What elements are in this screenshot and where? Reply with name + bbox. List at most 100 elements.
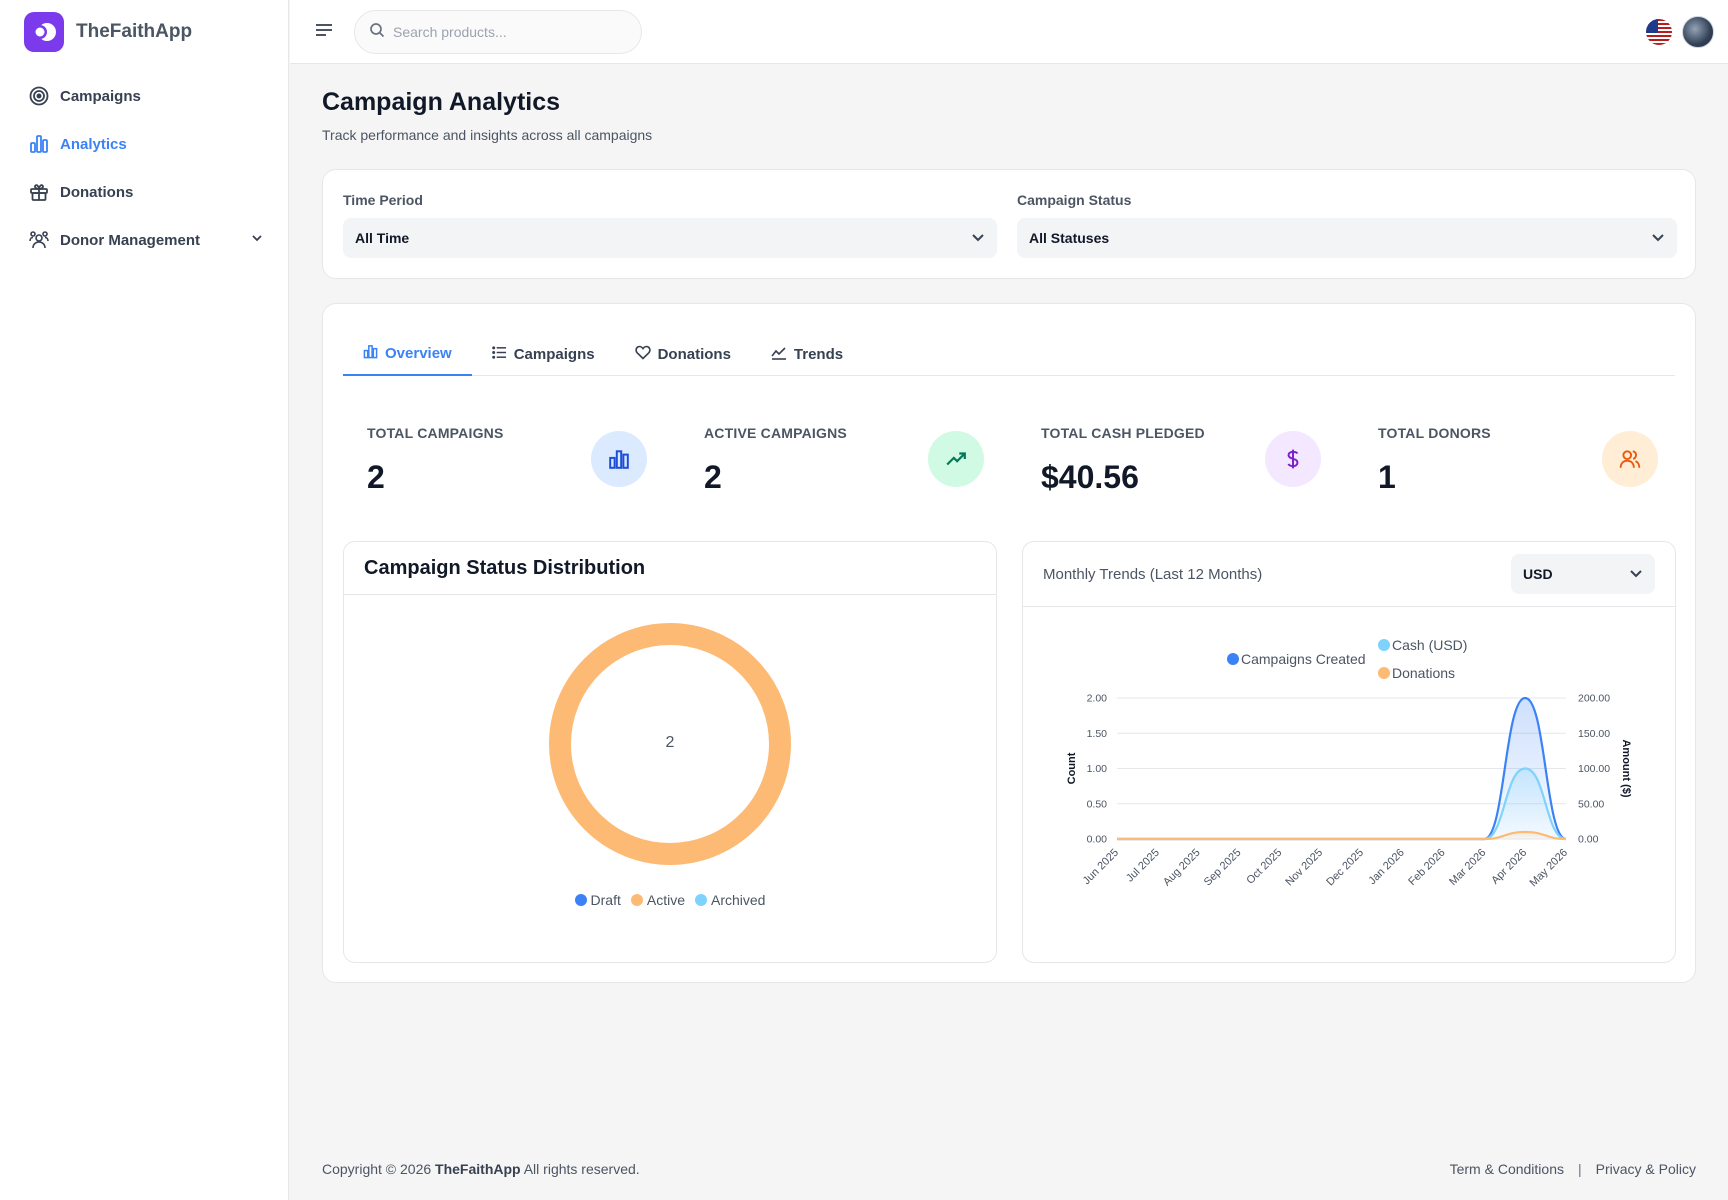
stat-value: $40.56 (1041, 459, 1139, 495)
legend-swatch (1378, 667, 1390, 679)
brand[interactable]: TheFaithApp (24, 12, 192, 52)
y-tick-label: 1.50 (1087, 728, 1108, 740)
y-right-tick-label: 150.00 (1578, 728, 1610, 740)
y-right-tick-label: 0.00 (1578, 834, 1599, 846)
tab-campaigns[interactable]: Campaigns (472, 332, 615, 376)
legend-item-active[interactable]: Active (630, 892, 685, 908)
legend-swatch (630, 894, 643, 906)
sidebar-item-label: Donor Management (60, 231, 201, 249)
tab-overview[interactable]: Overview (343, 332, 472, 376)
gift-icon (28, 181, 50, 203)
panel-title: Campaign Status Distribution (344, 542, 996, 595)
trends-panel-head: Monthly Trends (Last 12 Months) USD (1023, 542, 1675, 607)
status-distribution-panel: Campaign Status Distribution 2 Draft Acti… (343, 541, 997, 963)
bar-chart-icon (28, 133, 50, 155)
x-tick-label: Dec 2025 (1324, 847, 1366, 889)
privacy-link[interactable]: Privacy & Policy (1595, 1161, 1696, 1177)
donut-legend: Draft Active Archived (344, 892, 996, 908)
trending-up-icon (928, 431, 984, 487)
x-tick-label: Jun 2025 (1081, 847, 1121, 887)
campaign-status-filter: Campaign Status All Statuses (1017, 192, 1677, 258)
time-period-select[interactable]: All Time (343, 218, 997, 258)
sidebar-nav: Campaigns Analytics Donations Donor Mana… (28, 72, 264, 264)
campaign-status-select[interactable]: All Statuses (1017, 218, 1677, 258)
filters-card: Time Period All Time Campaign Status All… (322, 169, 1696, 279)
x-tick-label: Jan 2026 (1366, 847, 1406, 887)
dollar-icon (1265, 431, 1321, 487)
legend-label: Draft (590, 892, 621, 908)
y-tick-label: 2.00 (1087, 693, 1108, 705)
tab-donations[interactable]: Donations (615, 332, 751, 376)
stat-active-campaigns: ACTIVE CAMPAIGNS 2 (704, 419, 984, 499)
x-tick-label: Feb 2026 (1406, 847, 1447, 888)
app-logo-icon (24, 12, 64, 52)
sidebar-item-campaigns[interactable]: Campaigns (28, 72, 264, 120)
list-icon (491, 345, 507, 364)
legend-item-archived[interactable]: Archived (695, 892, 765, 908)
users-icon (1602, 431, 1658, 487)
copyright-suffix: All rights reserved. (523, 1161, 640, 1177)
time-period-value: All Time (355, 230, 410, 246)
chevron-down-icon (250, 231, 264, 249)
series-line[interactable] (1116, 830, 1567, 841)
sidebar-item-analytics[interactable]: Analytics (28, 120, 264, 168)
monthly-trends-panel: Monthly Trends (Last 12 Months) USD 0.00… (1022, 541, 1676, 963)
currency-select[interactable]: USD (1511, 554, 1655, 594)
legend-label: Active (646, 892, 685, 908)
monthly-trends-chart: 0.00 0.50 1.00 1.50 2.00 0.00 50.00 100.00 150.0… (1066, 637, 1632, 889)
legend-item[interactable]: Cash (USD) (1378, 637, 1467, 653)
target-icon (28, 85, 50, 107)
avatar[interactable] (1682, 16, 1714, 48)
menu-icon[interactable] (314, 20, 336, 42)
sidebar-item-donations[interactable]: Donations (28, 168, 264, 216)
stat-label: TOTAL DONORS (1378, 425, 1491, 441)
legend-swatch (695, 894, 707, 906)
stat-total-cash-pledged: TOTAL CASH PLEDGED $40.56 (1041, 419, 1321, 499)
y-tick-label: 0.50 (1087, 798, 1108, 810)
sidebar-item-label: Analytics (60, 135, 127, 153)
bar-chart-icon (363, 344, 378, 363)
y-tick-label: 0.00 (1087, 834, 1108, 846)
campaign-status-label: Campaign Status (1017, 192, 1132, 208)
panel-title: Monthly Trends (Last 12 Months) (1043, 565, 1263, 583)
sidebar-item-donor-management[interactable]: Donor Management (28, 216, 264, 264)
donut-slice-active[interactable] (549, 623, 791, 865)
footer-copyright: Copyright © 2026 TheFaithApp All rights … (322, 1161, 640, 1177)
legend-label: Campaigns Created (1241, 651, 1366, 667)
heart-icon (634, 345, 651, 364)
legend-item-draft[interactable]: Draft (574, 892, 621, 908)
page-title: Campaign Analytics (322, 88, 561, 116)
copyright-prefix: Copyright © 2026 (322, 1161, 432, 1177)
tab-label: Donations (657, 345, 731, 363)
stat-label: TOTAL CASH PLEDGED (1041, 425, 1205, 441)
time-period-label: Time Period (343, 192, 423, 208)
legend-swatch (1227, 653, 1239, 665)
y-right-tick-label: 100.00 (1578, 763, 1610, 775)
tab-label: Campaigns (513, 345, 595, 363)
y-right-axis-title: Amount ($) (1620, 739, 1632, 797)
legend-item[interactable]: Donations (1378, 665, 1455, 681)
search-input[interactable] (393, 24, 613, 40)
topbar (290, 0, 1728, 64)
stat-label: ACTIVE CAMPAIGNS (704, 425, 847, 441)
tab-trends[interactable]: Trends (751, 332, 863, 376)
chevron-down-icon (971, 230, 985, 247)
stat-value: 2 (367, 459, 385, 495)
sidebar-item-label: Campaigns (60, 87, 141, 105)
sidebar-item-label: Donations (60, 183, 134, 201)
campaign-status-value: All Statuses (1029, 230, 1110, 246)
y-right-tick-label: 50.00 (1578, 798, 1604, 810)
x-tick-label: Apr 2026 (1489, 847, 1529, 887)
footer-links: Term & Conditions | Privacy & Policy (1450, 1161, 1696, 1177)
footer-separator: | (1578, 1161, 1582, 1177)
terms-link[interactable]: Term & Conditions (1449, 1161, 1564, 1177)
legend-swatch (574, 894, 587, 906)
search-box (354, 10, 642, 54)
stat-value: 1 (1378, 459, 1396, 495)
x-tick-label: Jul 2025 (1124, 847, 1162, 885)
legend-item[interactable]: Campaigns Created (1227, 651, 1366, 667)
tab-label: Overview (385, 344, 452, 362)
y-axis-title: Count (1066, 752, 1078, 784)
time-period-filter: Time Period All Time (343, 192, 997, 258)
us-flag-icon[interactable] (1646, 19, 1672, 45)
